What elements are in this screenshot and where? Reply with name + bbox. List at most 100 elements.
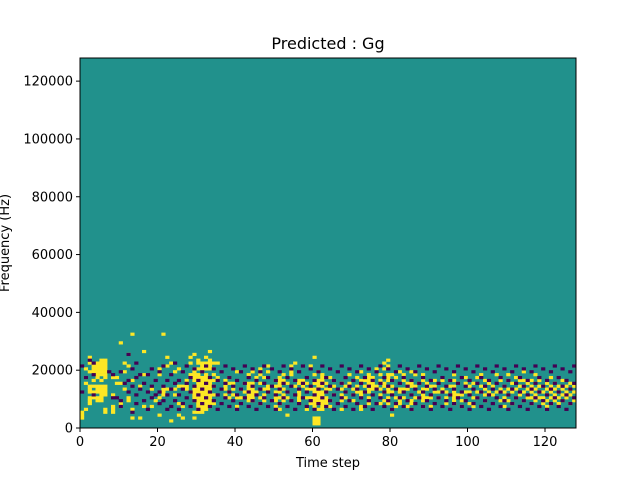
heatmap-cell-high [200,361,205,365]
heatmap-cell-high [374,384,379,388]
heatmap-cell-high [246,396,251,400]
heatmap-cell-high [200,378,205,383]
heatmap-cell-low [483,399,488,403]
heatmap-cell-high [421,387,426,391]
heatmap-cell-low [362,390,368,394]
heatmap-cell-high [378,387,383,391]
heatmap-cell-low [351,378,356,383]
heatmap-cell-high [498,399,503,403]
heatmap-cell-high [308,396,313,400]
heatmap-cell-high [173,370,178,374]
heatmap-cell-low [157,370,162,374]
heatmap-cell-low [378,381,383,385]
heatmap-cell-low [211,399,216,403]
heatmap-cell-low [331,393,337,397]
heatmap-cell-high [564,384,569,388]
heatmap-cell-low [498,404,503,409]
heatmap-cell-high [362,378,368,383]
heatmap-cell-high [421,393,426,397]
heatmap-cell-low [169,373,174,377]
heatmap-cell-low [475,381,480,385]
heatmap-cell-low [510,401,515,406]
heatmap-cell-high [87,361,92,365]
heatmap-cell-high [207,349,213,354]
y-axis: 0 20000 40000 60000 80000 100000 120000 [23,75,80,437]
heatmap-cell-low [188,390,193,394]
heatmap-cell-low [405,399,410,403]
heatmap-cell-high [83,367,89,371]
heatmap-cell-high [223,384,228,388]
heatmap-cell-high [533,387,538,391]
heatmap-cell-low [304,390,309,394]
heatmap-cell-high [262,387,267,391]
heatmap-cell-high [289,370,294,374]
heatmap-cell-low [552,396,557,400]
heatmap-cell-low [231,384,236,388]
heatmap-cell-high [285,413,290,417]
heatmap-cell-low [165,378,170,383]
heatmap-cell-low [339,396,344,400]
heatmap-cell-low [204,396,209,400]
heatmap-cell-low [479,390,484,394]
heatmap-cell-high [370,381,375,385]
heatmap-cell-high [467,390,472,394]
heatmap-cell-high [173,393,178,397]
plot-area [79,57,577,429]
heatmap-cell-high [215,375,220,380]
heatmap-cell-low [173,361,178,365]
heatmap-cell-high [250,393,255,397]
heatmap-cell-high [545,404,550,409]
heatmap-cell-high [223,378,228,383]
heatmap-cell-low [514,396,519,400]
heatmap-cell-high [545,381,550,385]
heatmap-cell-high [196,387,201,391]
heatmap-cell-high [204,375,209,380]
heatmap-cell-high [564,396,569,400]
heatmap-cell-low [490,387,495,391]
heatmap-cell-high [552,387,557,391]
heatmap-cell-high [99,393,104,397]
heatmap-cell-low [347,367,352,371]
heatmap-cell-low [149,384,154,388]
x-tick-label: 120 [533,435,558,450]
heatmap-cell-low [308,384,313,388]
heatmap-cell-low [320,381,325,385]
heatmap-cell-low [335,370,340,374]
heatmap-cell-high [188,361,193,365]
heatmap-cell-high [200,399,205,403]
heatmap-cell-high [316,381,321,385]
heatmap-cell-low [165,393,170,397]
heatmap-cell-high [393,396,399,400]
heatmap-cell-high [421,396,426,400]
heatmap-cell-high [560,393,565,397]
y-tick-label: 0 [65,422,73,437]
heatmap-cell-low [176,378,182,383]
heatmap-cell-high [374,367,379,371]
heatmap-cell-high [502,404,507,409]
heatmap-cell-low [424,384,430,388]
heatmap-cell-high [324,399,329,403]
heatmap-cell-high [126,399,131,403]
heatmap-cell-high [91,390,96,394]
heatmap-cell-high [386,364,391,368]
heatmap-cell-low [254,393,259,397]
heatmap-cell-high [99,364,104,368]
heatmap-cell-high [506,387,511,391]
heatmap-cell-low [421,404,426,409]
heatmap-cell-low [393,370,399,374]
heatmap-cell-high [378,401,383,406]
heatmap-cell-high [440,378,445,383]
heatmap-cell-low [269,399,275,403]
heatmap-cell-high [409,401,414,406]
y-tick-label: 120000 [23,75,73,90]
heatmap-cell-high [494,373,499,377]
heatmap-cell-high [324,396,329,400]
heatmap-cell-low [83,375,89,380]
heatmap-cell-low [514,381,519,385]
heatmap-cell-high [320,399,325,403]
heatmap-cell-high [200,407,205,411]
heatmap-cell-high [80,413,85,417]
heatmap-cell-low [266,404,271,409]
heatmap-cell-low [153,393,158,397]
heatmap-cell-high [436,390,441,394]
